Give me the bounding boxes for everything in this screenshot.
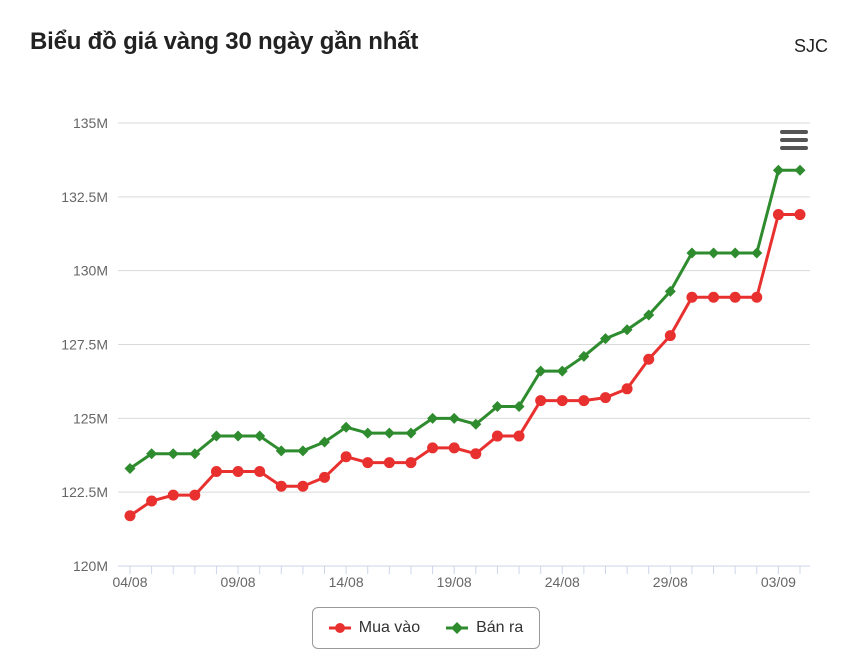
- data-point-buy: [189, 489, 201, 501]
- data-point-sell: [513, 401, 525, 413]
- data-point-buy: [621, 383, 633, 395]
- series-line-sell: [129, 168, 800, 470]
- y-tick-label: 135M: [73, 115, 108, 131]
- data-point-sell: [491, 401, 503, 413]
- menu-bar: [780, 138, 808, 142]
- data-point-sell: [146, 448, 158, 460]
- data-point-buy: [491, 430, 503, 442]
- data-point-sell: [189, 448, 201, 460]
- data-point-sell: [772, 164, 784, 176]
- data-point-buy: [448, 442, 460, 454]
- data-point-sell: [578, 350, 590, 362]
- brand-label: SJC: [793, 36, 828, 56]
- data-point-buy: [729, 291, 741, 303]
- data-point-buy: [232, 465, 244, 477]
- data-point-buy: [556, 395, 568, 407]
- data-point-sell: [210, 430, 222, 442]
- legend-buy-symbol: [328, 623, 351, 633]
- data-point-sell: [556, 365, 568, 377]
- data-point-buy: [470, 448, 482, 460]
- data-point-buy: [664, 330, 676, 342]
- data-point-buy: [210, 465, 222, 477]
- data-point-sell: [448, 412, 460, 424]
- data-point-sell: [383, 427, 395, 439]
- legend-sell-label: Bán ra: [476, 619, 524, 636]
- data-point-sell: [297, 445, 309, 457]
- y-tick-label: 125M: [73, 410, 108, 426]
- data-point-sell: [470, 418, 482, 430]
- legend-buy-label: Mua vào: [358, 619, 421, 636]
- legend-item-buy[interactable]: Mua vào: [328, 619, 421, 637]
- data-point-buy: [146, 495, 158, 507]
- data-point-buy: [362, 457, 374, 469]
- y-tick-label: 130M: [73, 263, 108, 279]
- data-point-buy: [599, 392, 611, 404]
- x-tick-label: 04/08: [112, 574, 147, 590]
- data-point-buy: [254, 465, 266, 477]
- data-point-sell: [664, 285, 676, 297]
- data-point-buy: [535, 395, 547, 407]
- data-point-buy: [772, 209, 784, 221]
- data-point-sell: [254, 430, 266, 442]
- data-point-sell: [751, 247, 763, 259]
- data-point-buy: [643, 353, 655, 365]
- y-tick-label: 127.5M: [61, 337, 108, 353]
- data-point-buy: [297, 480, 309, 492]
- data-point-sell: [319, 436, 331, 448]
- data-point-sell: [729, 247, 741, 259]
- y-tick-label: 122.5M: [61, 484, 108, 500]
- legend-sell-symbol: [446, 622, 469, 634]
- data-point-buy: [708, 291, 720, 303]
- data-point-sell: [708, 247, 720, 259]
- x-tick-label: 29/08: [653, 574, 688, 590]
- x-tick-label: 24/08: [545, 574, 580, 590]
- chart-title: Biểu đồ giá vàng 30 ngày gần nhất: [30, 28, 419, 55]
- data-point-buy: [578, 395, 590, 407]
- data-point-sell: [686, 247, 698, 259]
- y-tick-label: 120M: [73, 558, 108, 574]
- data-point-buy: [340, 451, 352, 463]
- hamburger-menu-icon[interactable]: [780, 130, 808, 154]
- data-point-buy: [513, 430, 525, 442]
- data-point-sell: [405, 427, 417, 439]
- data-point-sell: [621, 324, 633, 336]
- x-tick-label: 09/08: [221, 574, 256, 590]
- gold-price-line-chart: 120M 122.5M 125M 127.5M 130M 132.5M 135M 04/08 0…: [61, 115, 810, 590]
- data-point-buy: [751, 291, 763, 303]
- data-point-buy: [167, 489, 179, 501]
- data-point-sell: [427, 412, 439, 424]
- data-point-buy: [383, 457, 395, 469]
- data-point-sell: [275, 445, 287, 457]
- y-tick-label: 132.5M: [61, 189, 108, 205]
- data-point-buy: [405, 457, 417, 469]
- data-point-sell: [643, 309, 655, 321]
- menu-bar: [780, 130, 808, 134]
- data-point-buy: [124, 510, 136, 522]
- data-point-sell: [340, 421, 352, 433]
- chart-legend: Mua vào Bán ra: [312, 607, 540, 649]
- data-point-buy: [686, 291, 698, 303]
- data-point-sell: [794, 164, 806, 176]
- data-point-sell: [167, 448, 179, 460]
- data-point-buy: [794, 209, 806, 221]
- x-tick-label: 14/08: [329, 574, 364, 590]
- data-point-sell: [599, 333, 611, 345]
- data-point-buy: [319, 471, 331, 483]
- data-point-sell: [124, 463, 136, 475]
- x-tick-label: 03/09: [761, 574, 796, 590]
- data-point-buy: [427, 442, 439, 454]
- series-line-buy: [129, 213, 800, 518]
- legend-item-sell[interactable]: Bán ra: [446, 619, 523, 637]
- data-point-buy: [275, 480, 287, 492]
- data-point-sell: [535, 365, 547, 377]
- menu-bar: [780, 146, 808, 150]
- data-point-sell: [232, 430, 244, 442]
- data-point-sell: [362, 427, 374, 439]
- x-tick-label: 19/08: [437, 574, 472, 590]
